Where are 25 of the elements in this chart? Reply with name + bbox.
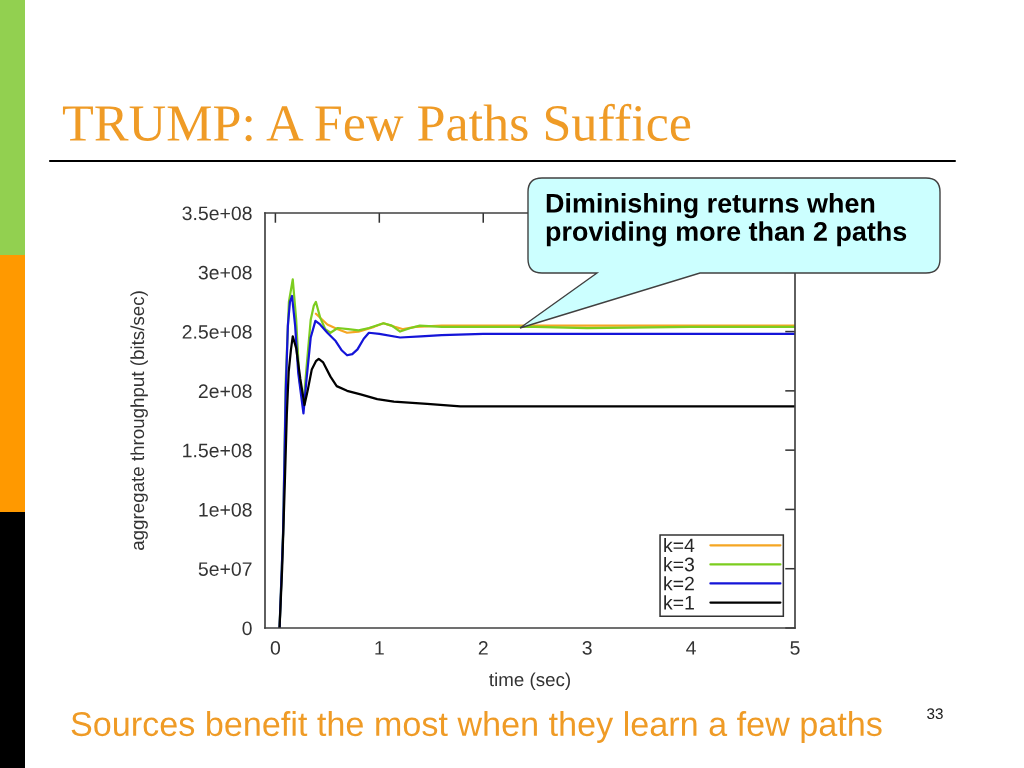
y-tick-label: 5e+07 xyxy=(198,562,252,576)
source-note: Sources benefit the most when they learn a few paths xyxy=(71,711,882,743)
y-tick-label: 3.5e+08 xyxy=(182,206,252,221)
text: 33 xyxy=(927,708,943,720)
chart-title: TRUMP: A Few Paths Suffice xyxy=(62,103,691,142)
x-tick-label: 1 xyxy=(375,641,384,655)
y-tick-label: 0 xyxy=(242,621,252,636)
x-tick-label: 3 xyxy=(582,641,592,655)
y-tick-label: 3e+08 xyxy=(198,265,252,280)
legend-label: k=2 xyxy=(664,576,694,591)
y-axis-title: aggregate throughput (bits/sec) xyxy=(130,291,148,550)
x-tick-label: 4 xyxy=(686,641,696,655)
annotation: Diminishing returns when providing more than 2 paths xyxy=(546,193,907,247)
x-axis-title: time (sec) xyxy=(489,672,570,690)
x-tick-label: 5 xyxy=(790,641,800,655)
legend-label: k=3 xyxy=(664,557,695,572)
x-tick-label: 2 xyxy=(478,641,488,655)
legend-label: k=4 xyxy=(664,538,695,553)
y-tick-label: 2e+08 xyxy=(198,384,252,399)
line-series xyxy=(314,312,795,334)
y-tick-label: 1.5e+08 xyxy=(183,443,252,458)
y-tick-label: 2.5e+08 xyxy=(182,325,252,339)
legend-label: k=1 xyxy=(664,595,694,610)
x-tick-label: 0 xyxy=(270,641,281,655)
y-tick-label: 1e+08 xyxy=(199,502,252,517)
